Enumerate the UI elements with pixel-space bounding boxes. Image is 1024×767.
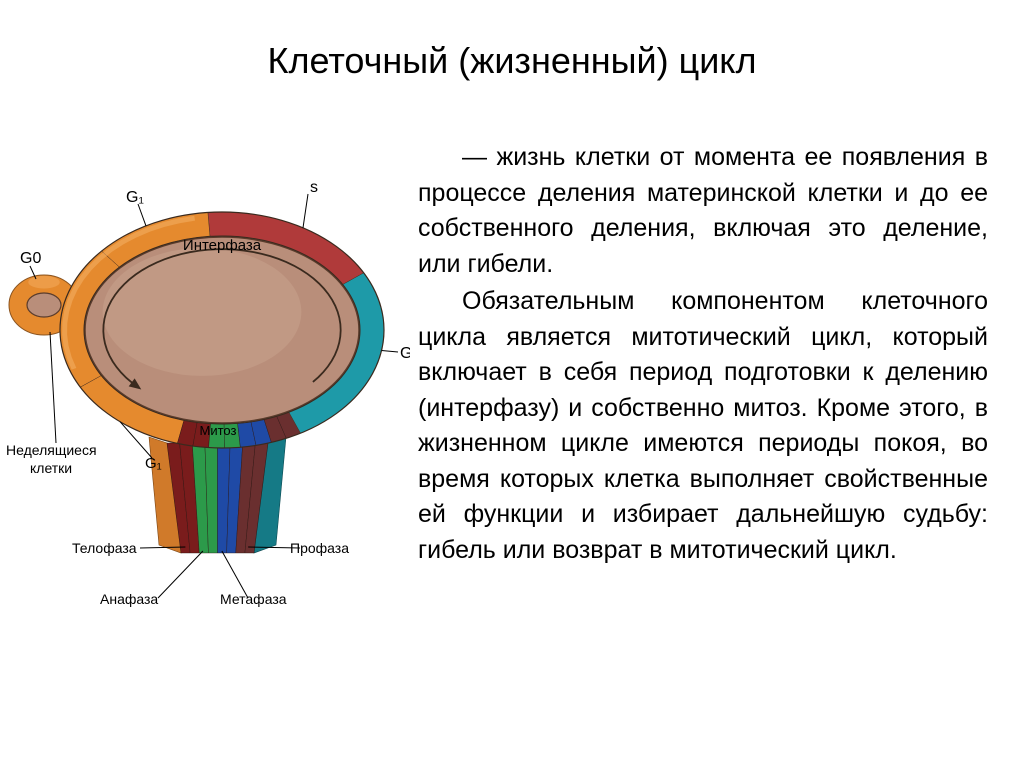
diagram-label-pro: Профаза	[290, 540, 349, 556]
diagram-label-meta: Метафаза	[220, 591, 287, 607]
page-title: Клеточный (жизненный) цикл	[0, 40, 1024, 82]
diagram-label-inter: Интерфаза	[183, 237, 262, 254]
diagram-label-G1b: G₁	[145, 455, 162, 472]
diagram-label-S: s	[310, 179, 318, 196]
diagram-label-nondiv2: клетки	[30, 460, 72, 476]
cell-cycle-diagram: G0 G₁ s G₂ G₁ Интерфаза Митоз Неделящиеся клетки…	[0, 160, 410, 660]
body-text: — жизнь клетки от момента ее появления в…	[418, 140, 988, 570]
diagram-label-mitoz: Митоз	[200, 423, 237, 438]
diagram-label-G0: G0	[20, 250, 41, 267]
diagram-label-G1t: G₁	[126, 189, 144, 206]
paragraph-2: Обязательным компонентом клеточного цикл…	[418, 284, 988, 568]
paragraph-1: — жизнь клетки от момента ее появления в…	[418, 140, 988, 282]
diagram-label-ana: Анафаза	[100, 591, 158, 607]
diagram-label-telo: Телофаза	[72, 540, 137, 556]
diagram-label-nondiv1: Неделящиеся	[6, 442, 97, 458]
diagram-label-G2: G₂	[400, 345, 410, 362]
